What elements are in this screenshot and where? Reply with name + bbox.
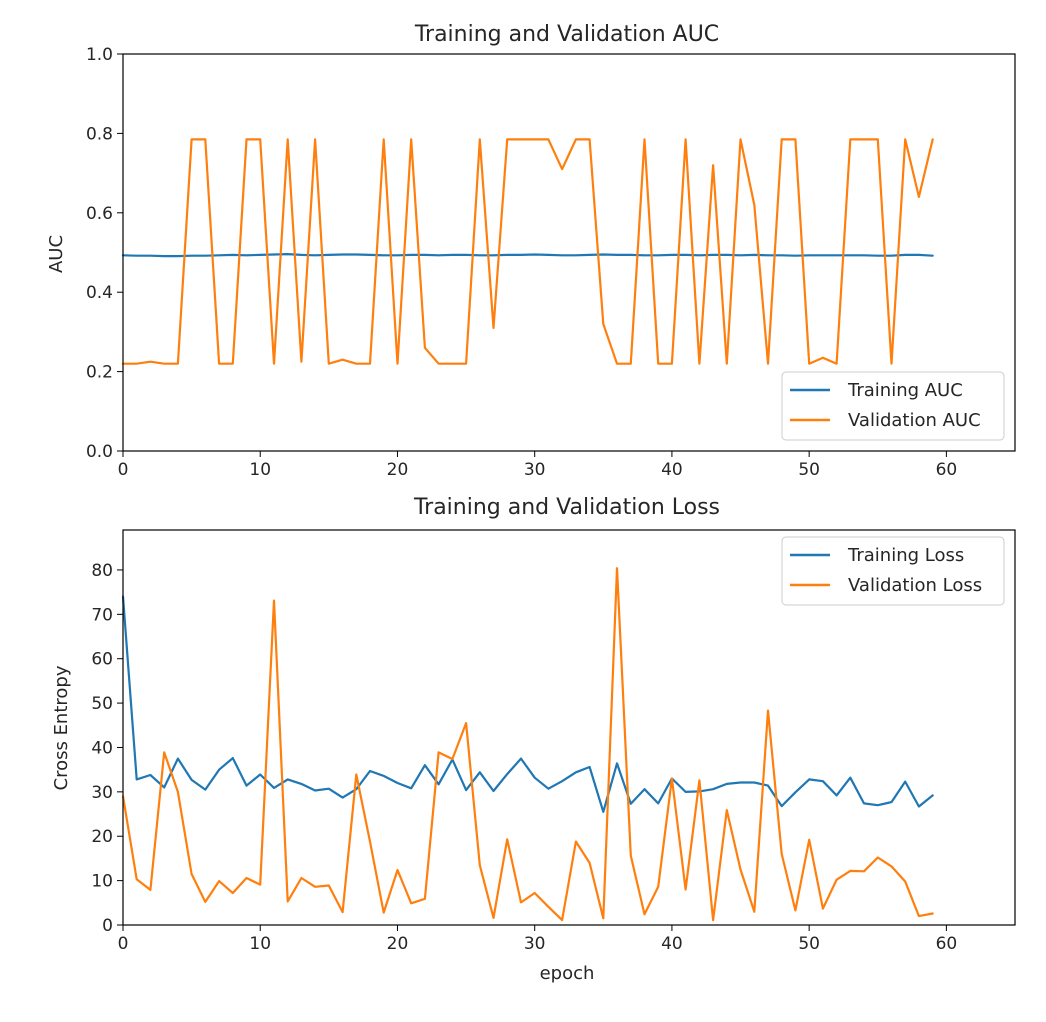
y-tick-label: 10 [91,872,113,892]
x-tick-label: 10 [249,460,271,480]
x-tick-label: 20 [387,460,409,480]
axis-ticks: 0 10 20 30 40 50 60 0 10 20 30 40 50 60 70 80 [91,561,957,954]
y-axis-label: Cross Entropy [51,665,72,790]
y-tick-label: 0 [102,916,113,936]
axis-ticks: 0 10 20 30 40 50 60 0.0 0.2 0.4 0.6 0.8 1.0 [86,45,957,480]
x-tick-label: 10 [249,934,271,954]
x-tick-label: 50 [798,934,820,954]
y-tick-label: 1.0 [86,45,113,65]
series-lines [121,138,934,365]
x-tick-label: 30 [524,460,546,480]
x-tick-label: 20 [387,934,409,954]
x-axis-label: epoch [540,963,595,984]
series-line-validation-loss [121,567,934,922]
y-tick-label: 70 [91,605,113,625]
y-tick-label: 0.6 [86,204,113,224]
series-lines [121,567,934,922]
x-tick-label: 60 [936,934,958,954]
series-line-training-auc [121,253,934,258]
plot-frame [122,529,1016,926]
x-tick-label: 40 [661,460,683,480]
legend-label-validation: Validation AUC [848,410,981,431]
legend-label-training: Training AUC [847,380,963,401]
chart-title: Training and Validation AUC [414,22,719,47]
legend: Training AUC Validation AUC [781,371,1005,441]
x-tick-label: 30 [524,934,546,954]
chart-title: Training and Validation Loss [413,495,720,520]
x-tick-label: 50 [798,460,820,480]
y-tick-label: 20 [91,827,113,847]
auc-chart: Training and Validation AUC AUC 0 10 20 30 4… [46,22,1016,480]
series-line-validation-auc [121,138,934,365]
x-tick-label: 60 [936,460,958,480]
plot-frame [122,53,1016,452]
legend: Training Loss Validation Loss [781,536,1005,606]
x-tick-label: 40 [661,934,683,954]
y-tick-label: 60 [91,650,113,670]
y-tick-label: 0.2 [86,363,113,383]
y-tick-label: 50 [91,694,113,714]
y-tick-label: 0.0 [86,442,113,462]
series-line-training-loss [121,595,934,813]
legend-box [781,371,1005,441]
loss-chart: Training and Validation Loss Cross Entro… [51,495,1016,984]
y-tick-label: 30 [91,783,113,803]
y-axis-label: AUC [46,235,67,273]
y-tick-label: 80 [91,561,113,581]
x-tick-label: 0 [118,934,129,954]
x-tick-label: 0 [118,460,129,480]
legend-box [781,536,1005,606]
legend-label-training: Training Loss [847,545,964,566]
y-tick-label: 0.8 [86,124,113,144]
y-tick-label: 40 [91,738,113,758]
legend-label-validation: Validation Loss [848,575,982,596]
y-tick-label: 0.4 [86,283,113,303]
